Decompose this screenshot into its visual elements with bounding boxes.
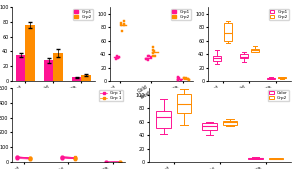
Point — [119, 22, 123, 24]
Point — [185, 78, 190, 80]
Point — [115, 56, 120, 59]
Bar — [81, 75, 91, 81]
Point — [115, 55, 120, 58]
Legend: Grp1, Grp2: Grp1, Grp2 — [171, 9, 191, 20]
PathPatch shape — [213, 56, 221, 61]
Point — [186, 78, 191, 81]
Legend: Grp1, Grp2: Grp1, Grp2 — [73, 9, 93, 20]
Point — [144, 57, 149, 60]
Point — [117, 56, 121, 59]
Point — [177, 76, 181, 79]
Point — [115, 56, 120, 59]
Bar — [26, 25, 35, 81]
PathPatch shape — [278, 77, 286, 78]
PathPatch shape — [248, 158, 263, 159]
Point — [151, 45, 156, 48]
Point — [176, 78, 181, 81]
PathPatch shape — [202, 123, 217, 130]
Bar — [72, 77, 81, 81]
Point — [121, 19, 126, 22]
Point — [184, 77, 188, 79]
Point — [152, 50, 157, 53]
Bar — [44, 60, 53, 81]
Point — [119, 23, 124, 26]
Point — [182, 77, 187, 80]
PathPatch shape — [222, 121, 237, 125]
Point — [146, 54, 151, 57]
Point — [122, 23, 127, 26]
Bar — [16, 55, 26, 81]
Point — [148, 55, 153, 58]
Point — [151, 51, 156, 54]
Point — [151, 55, 156, 57]
Point — [185, 77, 190, 80]
Point — [145, 58, 150, 61]
Legend: Grp 1, Grp 1: Grp 1, Grp 1 — [99, 90, 123, 101]
PathPatch shape — [268, 158, 283, 159]
PathPatch shape — [251, 49, 259, 52]
Point — [114, 56, 119, 58]
Point — [151, 49, 155, 51]
Point — [114, 57, 119, 60]
PathPatch shape — [224, 23, 232, 41]
Legend: Color, Grp2: Color, Grp2 — [268, 90, 289, 101]
Point — [145, 55, 150, 57]
Point — [178, 78, 183, 81]
Point — [146, 58, 150, 61]
Bar — [53, 53, 63, 81]
PathPatch shape — [156, 111, 171, 128]
Legend: Grp1, Grp2: Grp1, Grp2 — [269, 9, 289, 20]
Point — [153, 54, 158, 57]
Point — [182, 76, 187, 79]
Point — [119, 30, 124, 33]
PathPatch shape — [176, 94, 191, 113]
Point — [176, 76, 180, 79]
Point — [176, 77, 181, 80]
PathPatch shape — [267, 78, 275, 79]
Point — [176, 78, 180, 81]
Point — [121, 23, 126, 26]
PathPatch shape — [240, 54, 248, 58]
